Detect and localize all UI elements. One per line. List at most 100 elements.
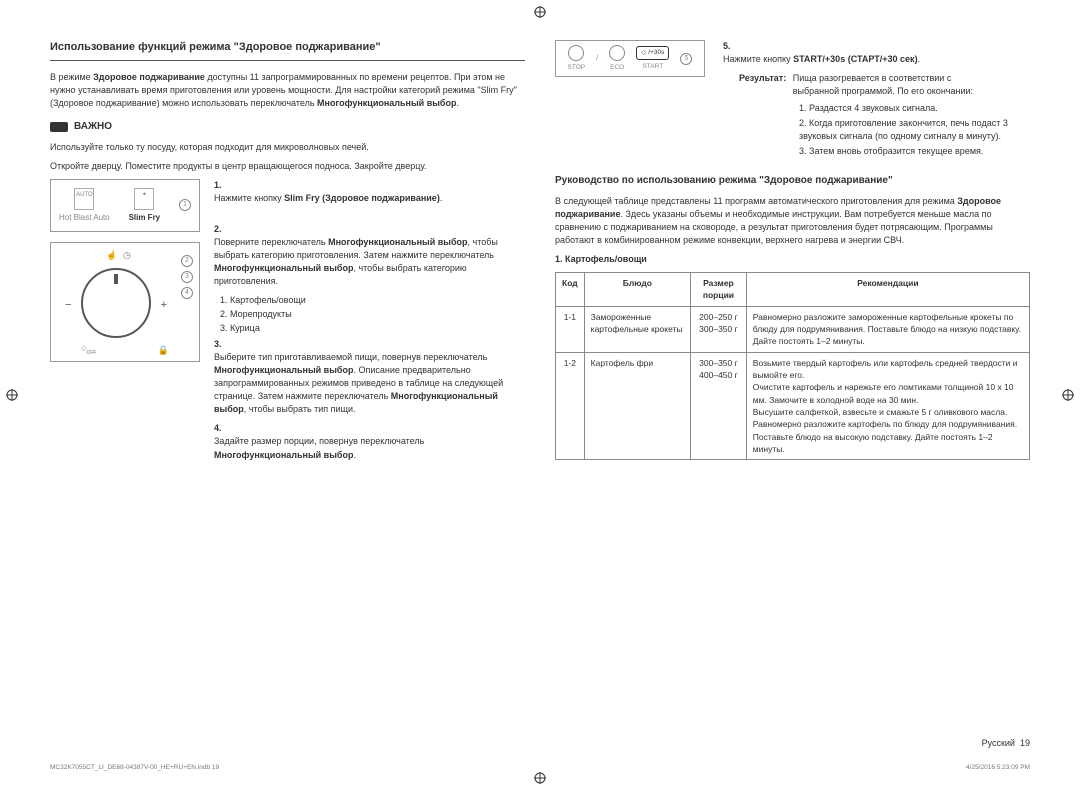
step-num: 2. bbox=[214, 223, 230, 236]
ctrl-label: START bbox=[642, 63, 663, 70]
stop-icon bbox=[568, 45, 584, 61]
result-label: Результат: bbox=[739, 72, 786, 85]
cell-rec: Возьмите твердый картофель или картофель… bbox=[746, 352, 1029, 460]
th-dish: Блюдо bbox=[584, 273, 690, 307]
footer-lang: Русский bbox=[982, 738, 1015, 748]
step-marker-1: 1 bbox=[179, 199, 191, 211]
open-door-text: Откройте дверцу. Поместите продукты в це… bbox=[50, 160, 525, 173]
step-body: Нажмите кнопку START/+30s (СТАРТ/+30 сек… bbox=[723, 53, 1012, 66]
step-body: Выберите тип приготавливаемой пищи, пове… bbox=[214, 351, 507, 416]
step-5: 5. Нажмите кнопку START/+30s (СТАРТ/+30 … bbox=[723, 40, 1030, 66]
th-code: Код bbox=[556, 273, 585, 307]
list-item: Картофель/овощи bbox=[230, 294, 525, 307]
control-illustration: STOP / ECO ◇/+30s START 5 bbox=[555, 40, 705, 77]
text: , чтобы выбрать тип пищи. bbox=[244, 404, 356, 414]
icon-label: AUTO bbox=[76, 192, 93, 198]
text-bold: START/+30s (СТАРТ/+30 сек) bbox=[793, 54, 917, 64]
text: Выберите тип приготавливаемой пищи, пове… bbox=[214, 352, 487, 362]
cell-dish: Замороженные картофельные крокеты bbox=[584, 306, 690, 352]
intro-paragraph: В режиме Здоровое поджаривание доступны … bbox=[50, 71, 525, 110]
stop-control: STOP bbox=[568, 45, 586, 72]
eco-icon bbox=[609, 45, 625, 61]
off-icon: ○OFF bbox=[81, 342, 96, 357]
illustration-1: AUTO Hot Blast Auto ✦ Slim Fry 1 ☝ ◷ − + bbox=[50, 179, 200, 363]
timer-icon: ◷ bbox=[123, 249, 131, 262]
illus-label: Hot Blast Auto bbox=[59, 212, 110, 224]
footer-date: 4/25/2016 5:23:09 PM bbox=[966, 763, 1030, 772]
minus-icon: − bbox=[65, 298, 71, 314]
list-item: Курица bbox=[230, 322, 525, 335]
table-header-row: Код Блюдо Размер порции Рекомендации bbox=[556, 273, 1030, 307]
text-bold: Здоровое поджаривание bbox=[93, 72, 205, 82]
page-content: Использование функций режима "Здоровое п… bbox=[50, 40, 1030, 480]
text: Нажмите кнопку bbox=[214, 193, 284, 203]
cell-rec: Равномерно разложите замороженные картоф… bbox=[746, 306, 1029, 352]
text: В следующей таблице представлены 11 прог… bbox=[555, 196, 957, 206]
result-text: Пища разогревается в соответствии с выбр… bbox=[793, 72, 993, 98]
dial-icon bbox=[81, 268, 151, 338]
ctrl-label: ECO bbox=[610, 64, 624, 71]
page-footer: Русский 19 bbox=[982, 737, 1030, 750]
crop-mark bbox=[6, 389, 18, 401]
ctrl-label: STOP bbox=[568, 64, 586, 71]
important-body: Используйте только ту посуду, которая по… bbox=[50, 141, 525, 154]
text: Нажмите кнопку bbox=[723, 54, 793, 64]
diamond-icon: ◇ bbox=[641, 48, 646, 57]
step-num: 5. bbox=[723, 40, 739, 53]
text-bold: Многофункциональный выбор bbox=[317, 98, 456, 108]
footer-page: 19 bbox=[1020, 738, 1030, 748]
dial-illustration: ☝ ◷ − + ○OFF 🔒 2 3 4 bbox=[50, 242, 200, 362]
category-1: 1. Картофель/овощи bbox=[555, 253, 1030, 266]
important-text: ВАЖНО bbox=[74, 120, 112, 135]
right-column: STOP / ECO ◇/+30s START 5 bbox=[555, 40, 1030, 480]
steps-text: 1. Нажмите кнопку Slim Fry (Здоровое под… bbox=[214, 179, 525, 468]
step-marker-3: 3 bbox=[181, 271, 193, 283]
step-2-sublist: Картофель/овощи Морепродукты Курица bbox=[230, 294, 525, 335]
step-markers: 2 3 4 bbox=[181, 255, 193, 299]
text: Задайте размер порции, повернув переключ… bbox=[214, 436, 424, 446]
step-1-row: AUTO Hot Blast Auto ✦ Slim Fry 1 ☝ ◷ − + bbox=[50, 179, 525, 468]
step-body: Задайте размер порции, повернув переключ… bbox=[214, 435, 507, 461]
step-num: 1. bbox=[214, 179, 230, 192]
crop-mark bbox=[1062, 389, 1074, 401]
result-block: Результат: Пища разогревается в соответс… bbox=[739, 72, 1030, 158]
table-row: 1-1 Замороженные картофельные крокеты 20… bbox=[556, 306, 1030, 352]
step-body: Нажмите кнопку Slim Fry (Здоровое поджар… bbox=[214, 192, 507, 205]
crop-mark bbox=[534, 772, 546, 784]
left-column: Использование функций режима "Здоровое п… bbox=[50, 40, 525, 480]
illus-box-1: AUTO Hot Blast Auto ✦ Slim Fry 1 bbox=[50, 179, 200, 233]
text: Поверните переключатель bbox=[214, 237, 328, 247]
result-list: Раздастся 4 звуковых сигнала. Когда приг… bbox=[799, 102, 1030, 158]
step-num: 4. bbox=[214, 422, 230, 435]
guide-table: Код Блюдо Размер порции Рекомендации 1-1… bbox=[555, 272, 1030, 460]
text-bold: Многофункциональный выбор bbox=[328, 237, 467, 247]
cell-dish: Картофель фри bbox=[584, 352, 690, 460]
list-item: Когда приготовление закончится, печь под… bbox=[799, 117, 1030, 143]
eco-control: ECO bbox=[609, 45, 625, 72]
table-row: 1-2 Картофель фри 300–350 г 400–450 г Во… bbox=[556, 352, 1030, 460]
list-item: Затем вновь отобразится текущее время. bbox=[799, 145, 1030, 158]
text-bold: Slim Fry (Здоровое поджаривание) bbox=[284, 193, 440, 203]
step-2: 2. Поверните переключатель Многофункцион… bbox=[214, 223, 525, 288]
guide-intro: В следующей таблице представлены 11 прог… bbox=[555, 195, 1030, 247]
start-control: ◇/+30s START bbox=[636, 46, 669, 71]
list-item: Морепродукты bbox=[230, 308, 525, 321]
th-portion: Размер порции bbox=[691, 273, 747, 307]
step-num: 3. bbox=[214, 338, 230, 351]
step-marker-4: 4 bbox=[181, 287, 193, 299]
hand-icon: ☝ bbox=[106, 249, 117, 262]
list-item: Раздастся 4 звуковых сигнала. bbox=[799, 102, 1030, 115]
footer-file: MC32K7055CT_LI_DE68-04387V-00_HE+RU+EN.i… bbox=[50, 763, 219, 772]
cell-code: 1-2 bbox=[556, 352, 585, 460]
section-title: Использование функций режима "Здоровое п… bbox=[50, 40, 525, 61]
plus-icon: + bbox=[161, 298, 167, 314]
text-bold: Многофункциональный выбор bbox=[214, 365, 353, 375]
th-rec: Рекомендации bbox=[746, 273, 1029, 307]
step-3: 3. Выберите тип приготавливаемой пищи, п… bbox=[214, 338, 525, 416]
text-bold: Многофункциональный выбор bbox=[214, 263, 353, 273]
start-button-graphic: ◇/+30s bbox=[636, 46, 669, 59]
step-5-text: 5. Нажмите кнопку START/+30s (СТАРТ/+30 … bbox=[723, 40, 1030, 160]
cell-portion: 300–350 г 400–450 г bbox=[691, 352, 747, 460]
ctrl-30s: /+30s bbox=[648, 48, 664, 57]
hot-blast-icon: AUTO bbox=[74, 188, 94, 210]
